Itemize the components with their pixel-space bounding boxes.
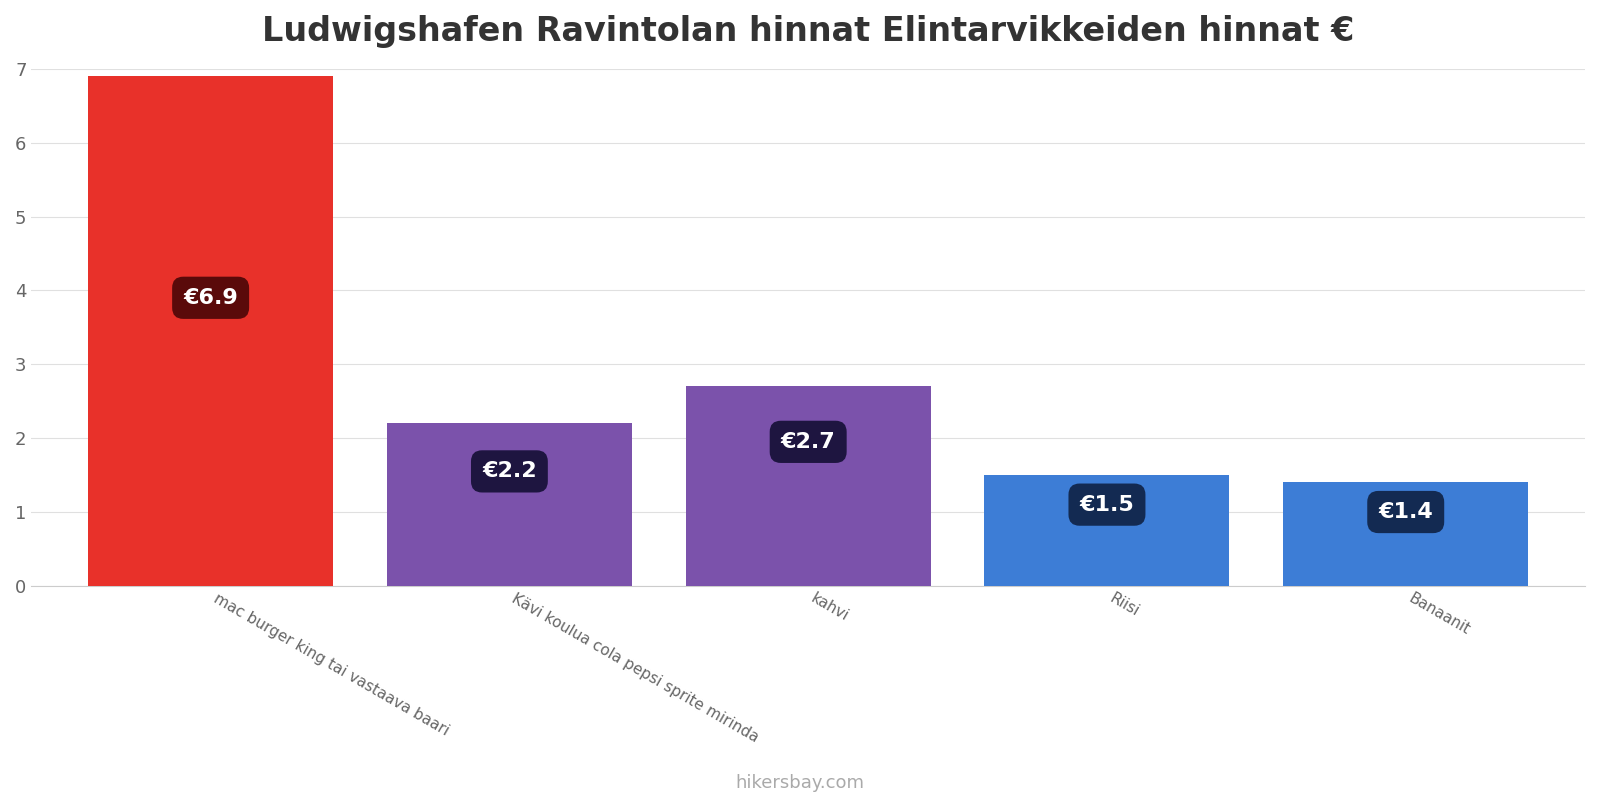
- Text: €1.4: €1.4: [1378, 502, 1434, 522]
- Title: Ludwigshafen Ravintolan hinnat Elintarvikkeiden hinnat €: Ludwigshafen Ravintolan hinnat Elintarvi…: [262, 15, 1354, 48]
- Bar: [1283, 482, 1528, 586]
- Text: hikersbay.com: hikersbay.com: [736, 774, 864, 792]
- Bar: [88, 76, 333, 586]
- Bar: [984, 475, 1229, 586]
- Text: €6.9: €6.9: [184, 288, 238, 308]
- Text: €2.2: €2.2: [482, 462, 536, 482]
- Bar: [387, 423, 632, 586]
- Bar: [686, 386, 931, 586]
- Text: €2.7: €2.7: [781, 432, 835, 452]
- Text: €1.5: €1.5: [1080, 494, 1134, 514]
